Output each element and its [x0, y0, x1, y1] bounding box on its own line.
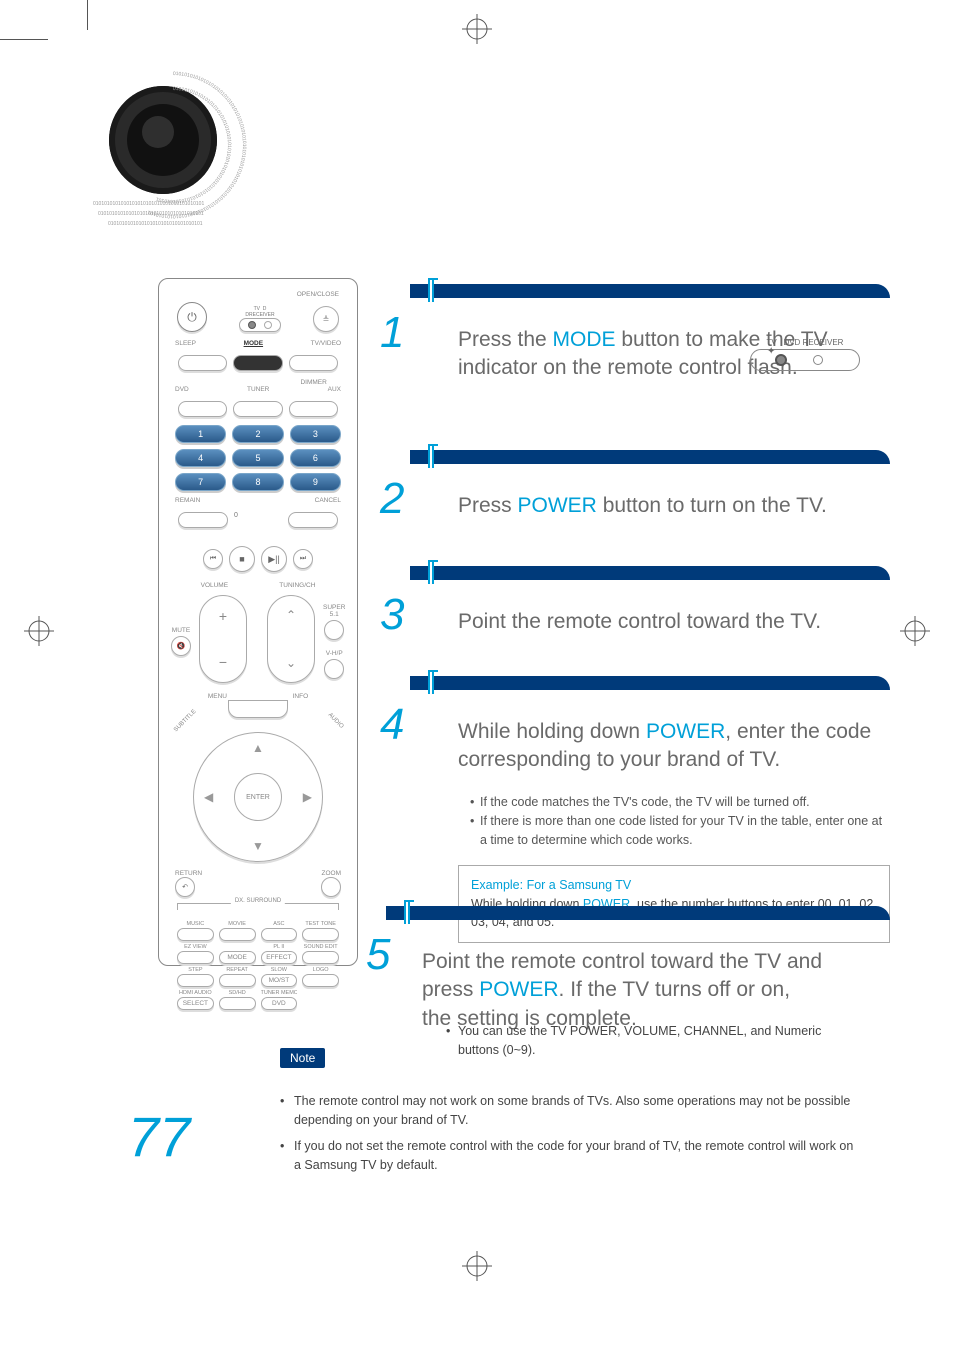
num-5: 5: [232, 449, 283, 467]
num-4: 4: [175, 449, 226, 467]
enter-button: ENTER: [234, 773, 282, 821]
num-7: 7: [175, 473, 226, 491]
channel-rocker: ⌃⌄: [267, 595, 315, 683]
mode-label: MODE: [244, 340, 264, 347]
num-3: 3: [290, 425, 341, 443]
stop-icon: ■: [229, 546, 255, 572]
audio-label: AUDIO: [327, 712, 345, 730]
cancel-button: [288, 512, 338, 528]
volume-label: VOLUME: [201, 582, 228, 589]
tuning-label: TUNING/CH: [279, 582, 315, 589]
step-number: 2: [380, 474, 404, 524]
mute-icon: 🔇: [171, 636, 191, 656]
tuner-button: [233, 401, 282, 417]
transport-controls: ⏮ ■ ▶|| ⏭: [171, 546, 345, 572]
step-2: 2 Press POWER button to turn on the TV.: [410, 450, 890, 520]
tuner-label: TUNER: [247, 386, 269, 393]
power-icon: ⏻: [177, 302, 207, 332]
registration-mark-right: [900, 616, 930, 646]
menu-tab: [228, 700, 288, 718]
step-4: 4 While holding down POWER, enter the co…: [410, 676, 890, 943]
num-9: 9: [290, 473, 341, 491]
tvvideo-label: TV/VIDEO: [311, 340, 341, 347]
registration-mark-left: [24, 616, 54, 646]
prev-icon: ⏮: [203, 549, 223, 569]
open-close-label: OPEN/CLOSE: [171, 291, 339, 298]
open-close-icon: ≜: [313, 306, 339, 332]
note-tag: Note: [280, 1048, 325, 1068]
return-icon: ↶: [175, 877, 195, 897]
step-number: 1: [380, 308, 404, 358]
tvvideo-button: [289, 355, 338, 371]
next-icon: ⏭: [293, 549, 313, 569]
page-number: 77: [128, 1104, 190, 1169]
crop-mark: [0, 39, 48, 40]
sleep-label: SLEEP: [175, 340, 196, 347]
step-5: 5 Point the remote control toward the TV…: [386, 906, 890, 1033]
svg-text:010101010101010101010101010101: 01010101010101010101010101010101010101: [98, 211, 204, 217]
crop-mark: [48, 30, 88, 42]
step-text: Press POWER button to turn on the TV.: [410, 464, 890, 520]
aux-button: [289, 401, 338, 417]
remain-button: [178, 512, 228, 528]
num-0: 0: [234, 512, 282, 528]
speaker-logo: 0101010101010101010101010101010101010101…: [88, 60, 258, 240]
step-text: Point the remote control toward the TV.: [410, 580, 890, 636]
step-number: 5: [366, 930, 390, 980]
num-8: 8: [232, 473, 283, 491]
step-4-bullets: If the code matches the TV's code, the T…: [410, 775, 890, 851]
menu-label: MENU: [208, 693, 227, 700]
surround-label: DX. SURROUND: [231, 898, 285, 904]
cancel-label: CANCEL: [315, 497, 341, 504]
dimmer-label: DIMMER: [286, 379, 341, 386]
num-6: 6: [290, 449, 341, 467]
step-3: 3 Point the remote control toward the TV…: [410, 566, 890, 636]
sleep-button: [178, 355, 227, 371]
vhp-button: [324, 659, 344, 679]
remain-label: REMAIN: [175, 497, 200, 504]
zoom-label: ZOOM: [322, 870, 342, 877]
num-1: 1: [175, 425, 226, 443]
step-5-note: You can use the TV POWER, VOLUME, CHANNE…: [446, 1022, 846, 1061]
step-number: 3: [380, 590, 404, 640]
zoom-button: [321, 877, 341, 897]
dvd-button: [178, 401, 227, 417]
mode-indicator: TV D DRECEIVER: [239, 306, 281, 332]
page-frame: 0101010101010101010101010101010101010101…: [48, 0, 906, 1351]
dpad: ▲ ▼ ◀ ▶ ENTER: [193, 732, 323, 862]
mute-label: MUTE: [171, 627, 191, 634]
crop-mark: [87, 0, 88, 30]
subtitle-label: SUBTITLE: [173, 709, 198, 734]
function-grid: MUSICMOVIEASCTEST TONE EZ VIEWPL IISOUND…: [177, 921, 339, 1010]
number-pad: 1 2 3 4 5 6 7 8 9: [175, 425, 341, 491]
step-text: While holding down POWER, enter the code…: [410, 690, 890, 775]
num-2: 2: [232, 425, 283, 443]
notes-list: The remote control may not work on some …: [280, 1092, 860, 1182]
step-number: 4: [380, 700, 404, 750]
play-pause-icon: ▶||: [261, 546, 287, 572]
aux-label: AUX: [328, 386, 341, 393]
dvd-label: DVD: [175, 386, 189, 393]
tv-indicator-diagram: TV DVD RECEIVER ✦: [750, 338, 860, 371]
step-text: Point the remote control toward the TV a…: [386, 920, 890, 1033]
volume-rocker: +−: [199, 595, 247, 683]
mode-button: [233, 355, 282, 371]
super51-button: [324, 620, 344, 640]
step-1: 1 Press the MODE button to make the TV i…: [410, 284, 890, 383]
super51-label: SUPER 5.1: [323, 604, 345, 618]
vhp-label: V-H/P: [323, 650, 345, 657]
info-label: INFO: [293, 693, 309, 700]
svg-text:010101010101010101010101010101: 0101010101010101010101010101010101010101: [93, 201, 204, 207]
svg-text:010101010101010101010101010101: 0101010101010101010101010101010101: [108, 221, 203, 227]
remote-control-diagram: OPEN/CLOSE ⏻ TV D DRECEIVER ≜ SLEEP MODE…: [158, 278, 358, 966]
return-label: RETURN: [175, 870, 202, 877]
